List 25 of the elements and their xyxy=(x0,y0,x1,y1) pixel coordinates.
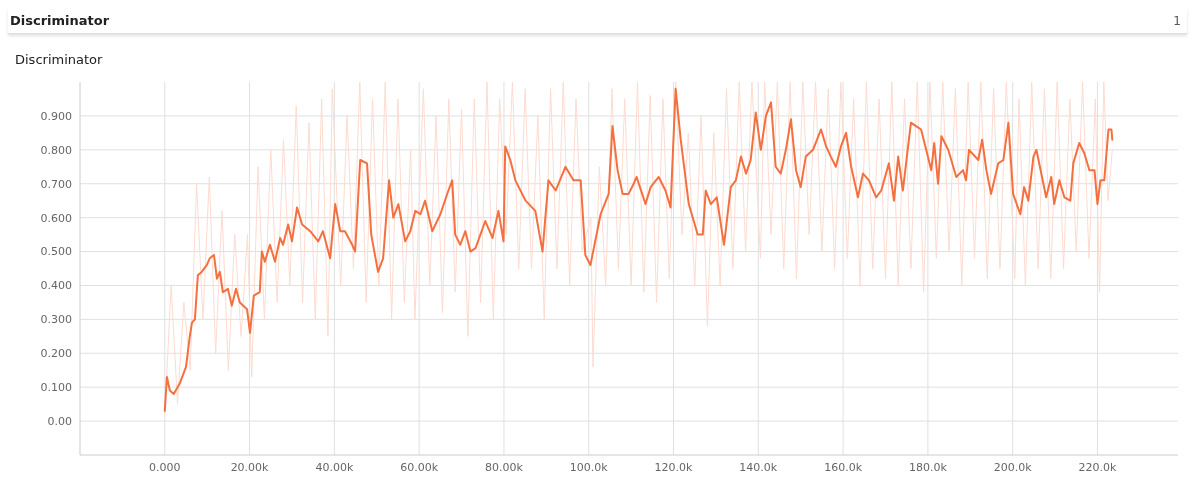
y-tick-label: 0.400 xyxy=(40,279,72,293)
x-tick-label: 120.0k xyxy=(654,460,694,474)
text: 1 xyxy=(1173,13,1181,28)
y-tick-label: 0.800 xyxy=(40,143,72,157)
x-tick-label: 100.0k xyxy=(569,460,609,474)
x-tick-label: 200.0k xyxy=(993,460,1033,474)
x-tick-label: 40.00k xyxy=(315,460,354,474)
x-tick-label: 160.0k xyxy=(824,460,863,474)
x-tick-label: 140.0k xyxy=(739,460,778,474)
y-tick-label: 0.700 xyxy=(40,177,72,191)
x-tick-label: 60.00k xyxy=(400,460,439,474)
chart-subtitle: Discriminator xyxy=(15,52,103,67)
x-tick-label: 80.00k xyxy=(485,460,524,474)
y-tick-label: 0.900 xyxy=(40,109,72,123)
y-tick-label: 0.300 xyxy=(40,313,72,327)
y-tick-label: 0.00 xyxy=(47,415,72,428)
y-tick-label: 0.500 xyxy=(40,245,72,259)
x-tick-label: 0.000 xyxy=(149,460,181,474)
x-tick-label: 20.00k xyxy=(230,460,270,474)
y-tick-label: 0.100 xyxy=(40,381,72,395)
x-tick-label: 220.0k xyxy=(1078,460,1118,474)
x-tick-label: 180.0k xyxy=(908,460,948,474)
y-tick-label: 0.200 xyxy=(40,347,72,361)
chart-title: Discriminator xyxy=(10,13,110,28)
y-tick-label: 0.600 xyxy=(40,211,72,225)
